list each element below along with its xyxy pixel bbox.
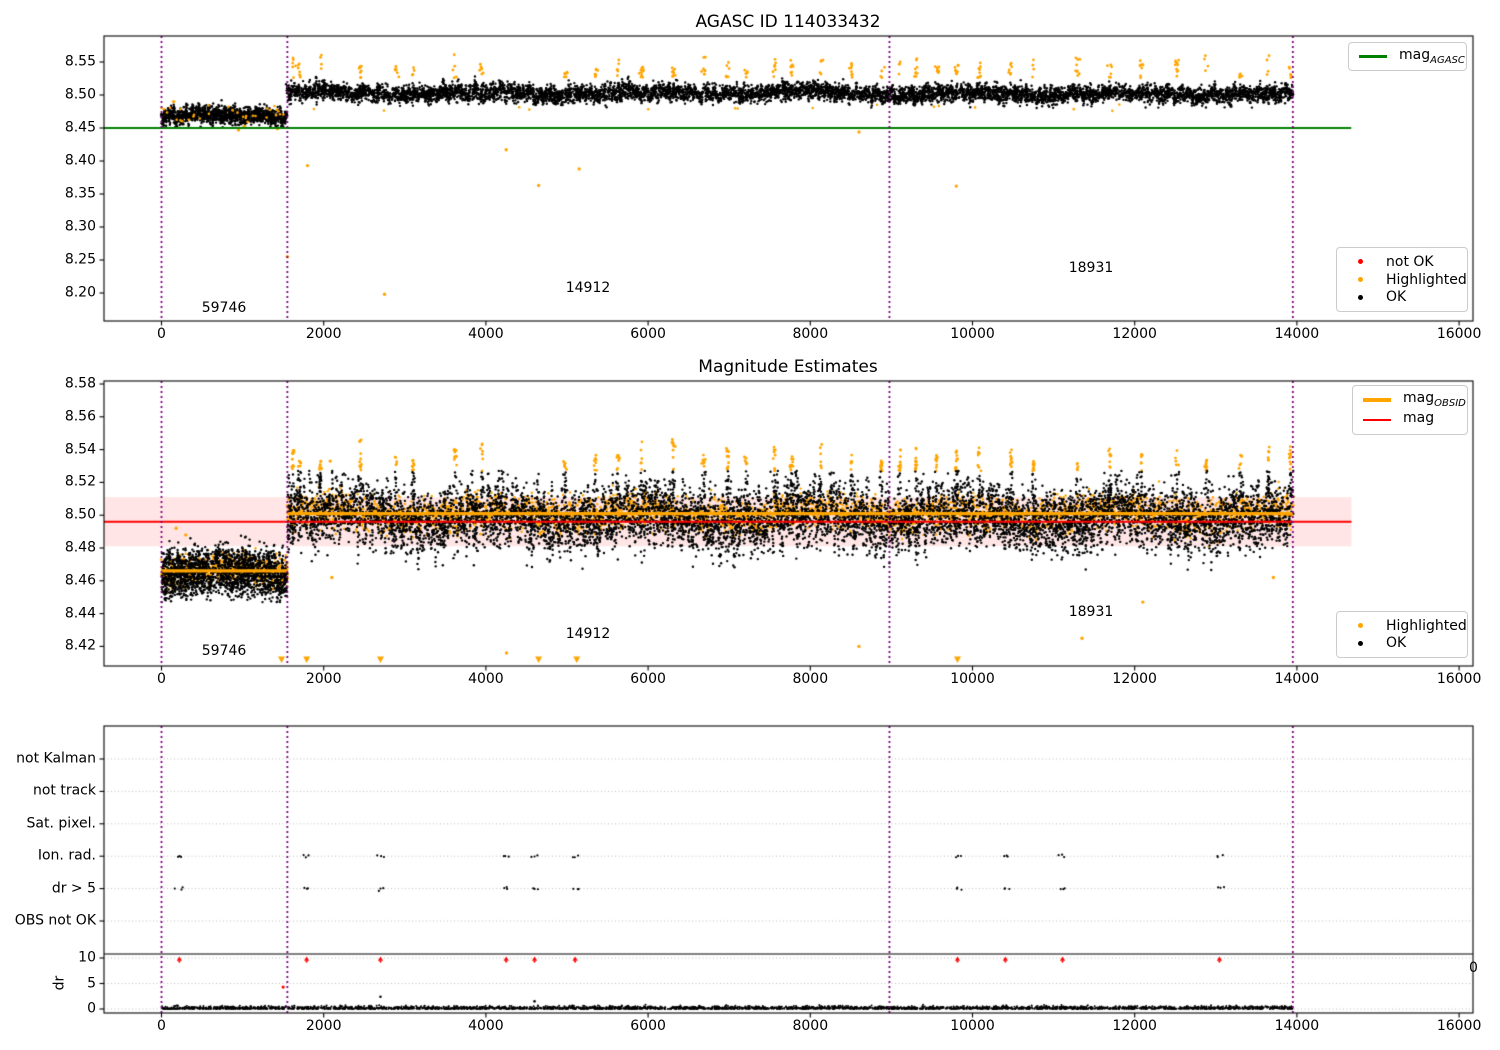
ok-marker (1357, 294, 1363, 300)
x-tick-label: 6000 (630, 671, 666, 687)
x-tick-label: 0 (157, 671, 166, 687)
y-tick-label: 8.52 (64, 473, 96, 490)
dr-tick-label: 5 (87, 974, 96, 991)
obsid-label-59746: 59746 (201, 300, 247, 316)
x-tick-label: 4000 (468, 326, 504, 342)
flag-category-label: Ion. rad. (37, 847, 96, 864)
dr-tick-label: 10 (78, 949, 96, 966)
y-tick-label: 8.48 (64, 539, 96, 556)
x-tick-label: 4000 (468, 671, 504, 687)
y-tick-label: 8.35 (64, 185, 96, 202)
ok-label: OK (1386, 635, 1407, 652)
y-tick-label: 8.50 (64, 506, 96, 523)
obsid-label-18931: 18931 (1068, 260, 1114, 276)
x-tick-label: 12000 (1112, 326, 1157, 342)
x-tick-label: 0 (157, 326, 166, 342)
top-plot-line-legend: magAGASC (1348, 42, 1467, 71)
x-tick-label: 10000 (950, 1018, 995, 1034)
flag-category-label: not track (32, 782, 96, 799)
ok-marker (1357, 640, 1363, 646)
x-tick-label: 0 (157, 1018, 166, 1034)
x-tick-label: 8000 (792, 671, 829, 687)
obsid-label-14912: 14912 (565, 280, 611, 296)
x-tick-label: 2000 (305, 326, 342, 342)
flag-category-label: dr > 5 (51, 879, 96, 896)
x-tick-label: 2000 (305, 671, 342, 687)
x-tick-label: 14000 (1274, 1018, 1320, 1034)
x-tick-label: 8000 (792, 1018, 829, 1034)
legend-row-ok: OK (1347, 290, 1457, 304)
x-tick-label: 4000 (468, 1018, 504, 1034)
flag-category-label: OBS not OK (14, 912, 96, 929)
y-tick-label: 8.45 (64, 119, 96, 136)
x-tick-label: 8000 (792, 326, 829, 342)
legend-row-highlighted: Highlighted (1347, 273, 1467, 287)
x-tick-label: 2000 (305, 1018, 342, 1034)
x-tick-label: 14000 (1274, 326, 1320, 342)
not-ok-marker (1357, 259, 1363, 265)
x-tick-label: 16000 (1436, 671, 1482, 687)
y-tick-label: 8.58 (64, 375, 96, 392)
x-tick-label: 10000 (950, 671, 995, 687)
obsid-label-14912: 14912 (565, 626, 611, 642)
legend-row-mag: mag (1363, 411, 1457, 429)
y-tick-label: 8.46 (64, 572, 96, 589)
y-tick-label: 8.42 (64, 637, 96, 654)
middle-plot-point-legend: Highlighted OK (1336, 611, 1468, 658)
y-tick-label: 8.30 (64, 218, 96, 235)
mag-line-sample (1363, 418, 1391, 422)
y-tick-label: 8.40 (64, 152, 96, 169)
ok-label: OK (1386, 289, 1407, 306)
x-tick-label: 12000 (1112, 1018, 1157, 1034)
legend-row-not-ok: not OK (1347, 255, 1457, 269)
flag-category-label: not Kalman (16, 750, 96, 767)
y-tick-label: 8.55 (64, 53, 96, 70)
x-tick-label: 14000 (1274, 671, 1320, 687)
x-tick-label: 6000 (630, 1018, 666, 1034)
y-tick-label: 8.56 (64, 408, 96, 425)
highlighted-marker (1357, 623, 1363, 629)
dr-extra-zero-label: 0 (1469, 960, 1478, 976)
x-tick-label: 12000 (1112, 671, 1157, 687)
obsid-label-59746: 59746 (201, 643, 247, 659)
dr-axis-label: dr (51, 975, 68, 991)
x-tick-label: 6000 (630, 326, 666, 342)
y-tick-label: 8.44 (64, 604, 96, 621)
y-tick-label: 8.50 (64, 86, 96, 103)
mag-obsid-label: magOBSID (1403, 390, 1466, 409)
x-tick-label: 10000 (950, 326, 995, 342)
highlighted-marker (1357, 277, 1363, 282)
not-ok-label: not OK (1386, 253, 1434, 270)
mag-label: mag (1403, 410, 1435, 427)
mag-obsid-line-sample (1363, 398, 1391, 403)
y-tick-label: 8.20 (64, 284, 96, 301)
highlighted-label: Highlighted (1386, 271, 1467, 288)
legend-row-mag-agasc: magAGASC (1359, 48, 1465, 66)
mag-agasc-label: magAGASC (1399, 46, 1465, 66)
legend-row-mag-obsid: magOBSID (1363, 391, 1466, 409)
y-tick-label: 8.54 (64, 440, 96, 457)
top-plot-title: AGASC ID 114033432 (695, 12, 881, 32)
dr-tick-label: 0 (87, 1000, 96, 1017)
obsid-label-18931: 18931 (1068, 604, 1114, 620)
mag-agasc-line-sample (1359, 54, 1387, 58)
flag-category-label: Sat. pixel. (26, 815, 96, 832)
highlighted-label: Highlighted (1386, 617, 1467, 634)
legend-row-highlighted: Highlighted (1347, 619, 1467, 633)
legend-row-ok: OK (1347, 636, 1457, 650)
y-tick-label: 8.25 (64, 251, 96, 268)
x-tick-label: 16000 (1436, 1018, 1482, 1034)
middle-plot-line-legend: magOBSID mag (1352, 385, 1468, 435)
top-plot-point-legend: not OK Highlighted OK (1336, 247, 1468, 312)
x-tick-label: 16000 (1436, 326, 1482, 342)
middle-plot-title: Magnitude Estimates (698, 357, 878, 377)
